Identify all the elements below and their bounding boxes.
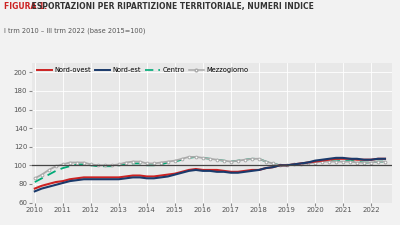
Text: ESPORTAZIONI PER RIPARTIZIONE TERRITORIALE, NUMERI INDICE: ESPORTAZIONI PER RIPARTIZIONE TERRITORIA… <box>29 2 314 11</box>
Legend: Nord-ovest, Nord-est, Centro, Mezzogiorno: Nord-ovest, Nord-est, Centro, Mezzogiorn… <box>35 65 250 75</box>
Text: FIGURA 1.: FIGURA 1. <box>4 2 47 11</box>
Text: I trm 2010 – III trm 2022 (base 2015=100): I trm 2010 – III trm 2022 (base 2015=100… <box>4 27 146 34</box>
